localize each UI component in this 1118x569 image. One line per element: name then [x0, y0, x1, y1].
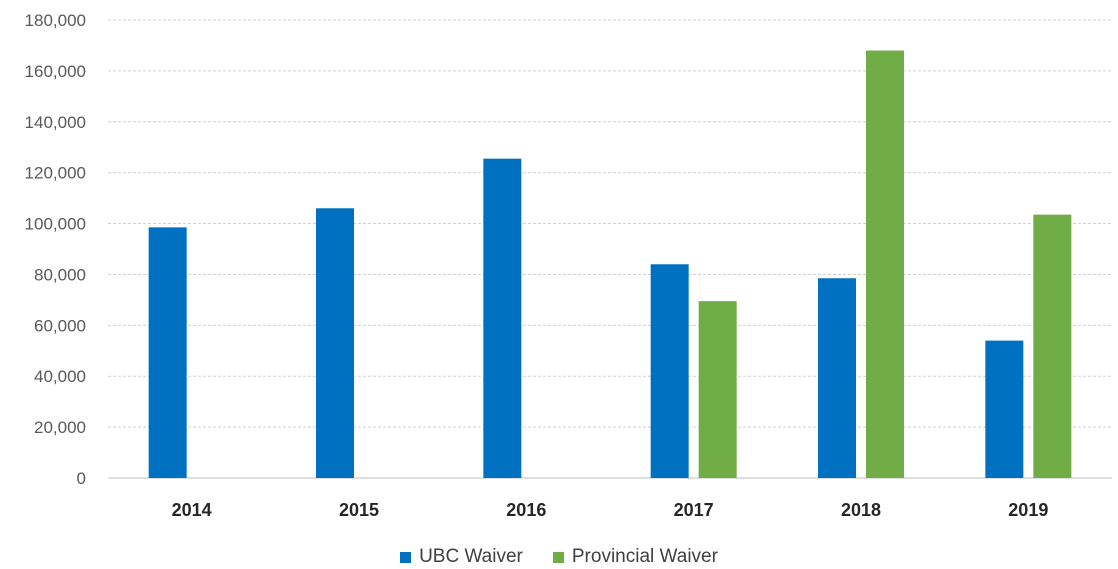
y-tick-label: 100,000 [25, 215, 86, 234]
y-tick-label: 20,000 [34, 418, 86, 437]
x-tick-label: 2015 [339, 500, 379, 520]
bar-provincial-waiver-2017 [698, 301, 737, 478]
legend-swatch-ubc-waiver [400, 551, 412, 563]
y-tick-label: 60,000 [34, 316, 86, 335]
y-tick-label: 180,000 [25, 11, 86, 30]
y-tick-label: 160,000 [25, 62, 86, 81]
y-tick-label: 140,000 [25, 113, 86, 132]
x-tick-label: 2018 [841, 500, 881, 520]
y-tick-label: 120,000 [25, 164, 86, 183]
legend-label-provincial-waiver: Provincial Waiver [571, 546, 718, 567]
legend-item-ubc-waiver: UBC Waiver [400, 546, 523, 568]
bar-ubc-waiver-2017 [650, 264, 689, 478]
y-tick-label: 80,000 [34, 265, 86, 284]
bar-ubc-waiver-2015 [316, 208, 354, 479]
y-tick-label: 40,000 [34, 367, 86, 386]
legend: UBC Waiver Provincial Waiver [0, 546, 1118, 568]
bar-provincial-waiver-2019 [1033, 214, 1072, 478]
legend-label-ubc-waiver: UBC Waiver [419, 546, 523, 567]
x-tick-label: 2019 [1008, 500, 1048, 520]
bar-ubc-waiver-2016 [483, 158, 522, 478]
bar-ubc-waiver-2019 [985, 340, 1024, 478]
x-tick-label: 2017 [674, 500, 714, 520]
bar-ubc-waiver-2018 [818, 278, 856, 478]
x-tick-label: 2016 [506, 500, 546, 520]
y-tick-label: 0 [77, 469, 86, 488]
bar-provincial-waiver-2018 [866, 50, 904, 479]
bar-ubc-waiver-2014 [148, 227, 187, 478]
x-tick-label: 2014 [172, 500, 212, 520]
legend-swatch-provincial-waiver [552, 551, 564, 563]
legend-item-provincial-waiver: Provincial Waiver [552, 546, 718, 568]
